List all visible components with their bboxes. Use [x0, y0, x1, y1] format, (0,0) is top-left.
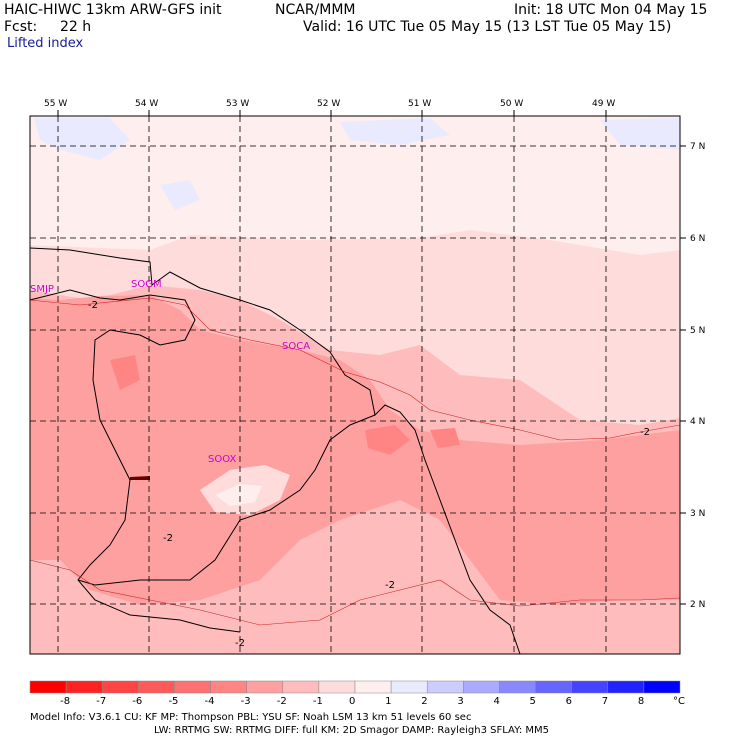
station-soca: SOCA: [282, 341, 310, 352]
colorbar-swatch: [282, 680, 320, 694]
colorbar-swatch: [318, 680, 356, 694]
lat-label-3n: 3 N: [690, 509, 705, 519]
frame-ticks: [57, 110, 686, 605]
colorbar-tick-label: 2: [421, 696, 428, 707]
model-info-line1: Model Info: V3.6.1 CU: KF MP: Thompson P…: [30, 712, 472, 723]
field-spot-darker-1: [365, 425, 410, 455]
forecast-label: Fcst:: [4, 19, 38, 35]
colorbar-swatch: [354, 680, 392, 694]
lat-label-4n: 4 N: [690, 417, 705, 427]
lon-label-54w: 54 W: [135, 99, 158, 109]
field-spot-darker-3: [110, 355, 140, 390]
init-time: Init: 18 UTC Mon 04 May 15: [514, 2, 708, 18]
map-frame: [29, 115, 681, 655]
lat-label-2n: 2 N: [690, 600, 705, 610]
colorbar-swatch: [499, 680, 536, 694]
colorbar-swatch: [463, 680, 500, 694]
colorbar-swatch: [29, 680, 67, 694]
colorbar-tick-label: -8: [60, 696, 71, 707]
border-guyana-suriname: [29, 289, 241, 633]
lat-label-7n: 7 N: [690, 142, 705, 152]
field-zone-deep-pink: [30, 295, 680, 605]
colorbar-tick-label: 7: [601, 696, 609, 707]
contour-minus2-south: [29, 559, 681, 626]
colorbar-unit: °C: [673, 696, 685, 707]
colorbar-tick-label: -5: [168, 696, 179, 707]
field-name: Lifted index: [7, 36, 84, 51]
colorbar-tick-label: 0: [349, 696, 356, 707]
colorbar-swatch: [643, 680, 681, 694]
station-sogm: SOGM: [131, 279, 162, 290]
field-pocket-lighter: [215, 484, 262, 506]
contour-label: -2: [235, 638, 245, 649]
lon-label-50w: 50 W: [500, 99, 523, 109]
contour-label: -2: [385, 580, 395, 591]
field-patch-blue-4: [600, 118, 680, 150]
colorbar-swatch: [210, 680, 247, 694]
colorbar-tick-label: -7: [96, 696, 107, 707]
field-spot-darker-2: [430, 428, 460, 448]
station-soox: SOOX: [208, 454, 236, 465]
organization-label: NCAR/MMM: [275, 2, 356, 18]
colorbar-tick-label: 1: [385, 696, 392, 707]
colorbar-swatch: [535, 680, 572, 694]
colorbar-tick-label: -2: [276, 696, 287, 707]
model-info-line2: LW: RRTMG SW: RRTMG DIFF: full KM: 2D Sm…: [154, 725, 550, 736]
colorbar-tick-label: 3: [457, 696, 464, 707]
colorbar-swatch: [174, 680, 211, 694]
field-patch-blue-3: [160, 180, 200, 210]
lon-label-55w: 55 W: [44, 99, 67, 109]
lat-lon-grid: [30, 116, 680, 654]
coastline: [29, 247, 521, 655]
colorbar-swatch: [607, 680, 645, 694]
contour-label: -2: [163, 533, 173, 544]
colorbar: [29, 680, 681, 694]
colorbar-tick-label: -1: [312, 696, 323, 707]
colorbar-swatch: [138, 680, 175, 694]
colorbar-swatch: [426, 680, 464, 694]
colorbar-tick-label: -3: [240, 696, 251, 707]
colorbar-swatch: [571, 680, 609, 694]
lon-label-52w: 52 W: [317, 99, 340, 109]
colorbar-tick-label: 5: [529, 696, 536, 707]
contour-label: -2: [88, 300, 98, 311]
colorbar-tick-label: -6: [132, 696, 143, 707]
colorbar-tick-label: 4: [493, 696, 500, 707]
border-suriname-french-guiana: [77, 414, 376, 586]
colorbar-tick-label: 6: [565, 696, 573, 707]
contour-label: -2: [640, 427, 650, 438]
colorbar-swatch: [246, 680, 284, 694]
lon-label-49w: 49 W: [592, 99, 615, 109]
lon-label-51w: 51 W: [408, 99, 431, 109]
contour-minus2: [29, 297, 681, 441]
station-smjp: SMJP: [30, 284, 54, 295]
lat-label-6n: 6 N: [690, 234, 705, 244]
valid-time: Valid: 16 UTC Tue 05 May 15 (13 LST Tue …: [303, 19, 672, 35]
colorbar-swatch: [101, 680, 139, 694]
model-title: HAIC-HIWC 13km ARW-GFS init: [4, 2, 222, 18]
lon-label-53w: 53 W: [226, 99, 249, 109]
field-spot-darkest: [130, 476, 150, 480]
colorbar-tick-label: -4: [204, 696, 215, 707]
colorbar-swatch: [65, 680, 103, 694]
forecast-hour: 22 h: [60, 19, 92, 35]
colorbar-tick-label: 8: [637, 696, 645, 707]
colorbar-swatch: [390, 680, 428, 694]
field-patch-blue-2: [340, 118, 450, 145]
lat-label-5n: 5 N: [690, 326, 705, 336]
